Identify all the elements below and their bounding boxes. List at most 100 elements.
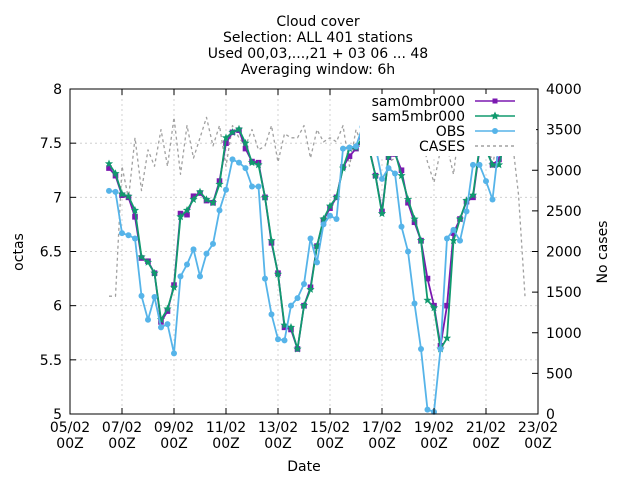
data-point-star — [442, 333, 452, 342]
data-point-star — [267, 236, 276, 245]
data-point-star — [468, 190, 478, 199]
data-point-star — [273, 269, 283, 278]
y2-tick-label: 2000 — [546, 245, 582, 261]
data-point-circle — [177, 273, 184, 280]
data-point-circle — [223, 186, 229, 193]
data-point-star — [234, 124, 244, 133]
data-point-star — [429, 303, 439, 312]
data-point-star — [377, 209, 387, 218]
y2-tick-label: 4000 — [546, 82, 582, 98]
data-point-circle — [346, 144, 353, 151]
x-tick-label-date: 13/02 — [258, 420, 298, 436]
y2-tick-label: 2500 — [546, 204, 582, 220]
data-point-circle — [379, 175, 385, 182]
series-lines — [104, 116, 530, 415]
data-point-star — [423, 295, 432, 304]
data-point-star — [312, 241, 322, 250]
data-point-square — [327, 205, 333, 211]
title-line-2: Selection: ALL 401 stations — [223, 30, 413, 46]
data-point-circle — [229, 156, 236, 163]
y-tick-label: 7.5 — [40, 136, 62, 152]
x-tick-label-hour: 00Z — [56, 436, 83, 452]
data-point-star — [319, 214, 328, 223]
data-point-star — [202, 195, 211, 203]
data-point-star — [208, 198, 218, 207]
data-point-circle — [333, 216, 340, 222]
data-point-circle — [476, 161, 483, 168]
data-point-star — [195, 187, 205, 196]
data-point-circle — [216, 207, 223, 214]
data-point-star — [182, 206, 192, 214]
data-point-circle — [242, 165, 249, 172]
data-point-star — [332, 193, 341, 201]
data-point-square — [424, 275, 431, 282]
data-point-circle — [145, 316, 151, 323]
data-point-star — [117, 189, 127, 198]
data-point-star — [130, 206, 140, 214]
x-tick-label-date: 21/02 — [466, 420, 506, 436]
data-point-circle — [275, 336, 281, 343]
data-point-circle — [138, 292, 145, 299]
data-point-circle — [106, 187, 112, 194]
data-point-circle — [307, 235, 314, 242]
data-point-star — [410, 214, 419, 223]
x-tick-label-hour: 00Z — [316, 436, 343, 452]
series-sam0mbr000 — [106, 127, 528, 352]
data-point-star — [494, 160, 504, 169]
data-point-circle — [320, 221, 327, 228]
data-point-star — [416, 236, 426, 245]
data-point-circle — [483, 178, 489, 185]
data-point-circle — [236, 159, 242, 166]
data-point-star — [371, 171, 380, 180]
data-point-square — [470, 194, 476, 201]
data-point-circle — [119, 230, 125, 237]
x-tick-label-date: 19/02 — [414, 420, 454, 436]
data-point-star — [124, 192, 133, 200]
x-tick-label-date: 09/02 — [154, 420, 194, 436]
series-line — [108, 126, 525, 413]
data-point-star — [338, 163, 348, 172]
y-tick-label: 8 — [53, 82, 62, 98]
y2-tick-label: 0 — [546, 407, 555, 423]
y-tick-label: 5 — [53, 407, 62, 423]
data-point-star — [221, 133, 231, 142]
y-tick-label: 5.5 — [40, 353, 62, 369]
data-point-circle — [327, 212, 333, 219]
legend: sam0mbr000 sam5mbr000 OBS CASES — [360, 94, 536, 156]
data-point-circle — [385, 165, 392, 172]
data-point-circle — [424, 406, 431, 413]
x-axis-tick-labels: 05/0200Z07/0200Z09/0200Z11/0200Z13/0200Z… — [50, 420, 558, 452]
title-line-4: Averaging window: 6h — [241, 62, 395, 78]
data-point-circle — [184, 261, 190, 268]
data-point-square — [184, 211, 190, 218]
data-point-square — [132, 214, 138, 220]
data-point-star — [169, 282, 179, 291]
y2-tick-label: 3000 — [546, 163, 582, 179]
chart-title: Cloud cover Selection: ALL 401 stations … — [208, 14, 428, 78]
data-point-square — [281, 324, 288, 331]
data-point-star — [189, 195, 198, 203]
grid-lines — [70, 89, 538, 414]
data-point-circle — [340, 145, 346, 152]
data-point-circle — [444, 235, 450, 242]
data-point-circle — [288, 302, 294, 309]
y2-tick-label: 500 — [546, 366, 573, 382]
data-point-circle — [392, 170, 398, 177]
title-line-1: Cloud cover — [276, 14, 360, 30]
legend-entry-sam5mbr000: sam5mbr000 — [372, 109, 515, 125]
x-tick-label-hour: 00Z — [160, 436, 187, 452]
data-point-circle — [411, 300, 418, 307]
legend-entry-sam0mbr000: sam0mbr000 — [372, 94, 515, 110]
data-point-circle — [125, 232, 132, 239]
data-point-star — [254, 160, 263, 169]
title-line-3: Used 00,03,...,21 + 03 06 ... 48 — [208, 46, 428, 62]
legend-marker-star — [490, 111, 500, 120]
data-point-star — [150, 268, 159, 277]
data-point-circle — [437, 346, 444, 352]
data-point-circle — [132, 235, 138, 242]
legend-marker-circle — [492, 128, 498, 134]
data-point-star — [397, 171, 406, 180]
data-point-star — [306, 285, 315, 293]
data-point-circle — [255, 183, 262, 190]
legend-entry-obs: OBS — [436, 124, 515, 140]
